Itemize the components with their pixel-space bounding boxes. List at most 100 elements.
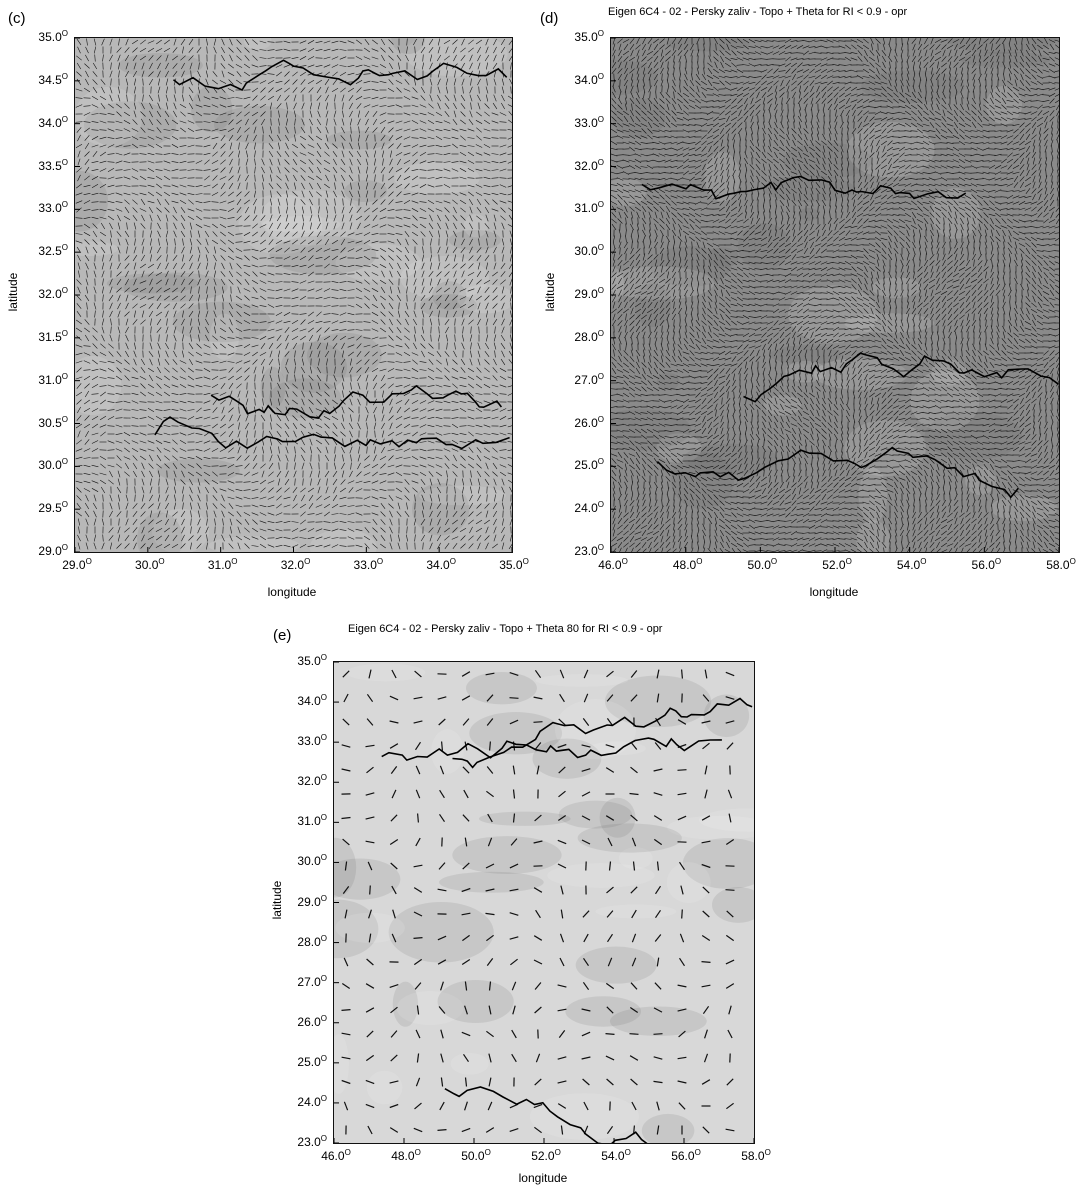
relief-shade (450, 1052, 489, 1075)
relief-shade (609, 1006, 707, 1036)
relief-shade (306, 332, 382, 378)
lat-tick-label: 32.0O (574, 157, 604, 173)
relief-shade (666, 862, 711, 904)
relief-shade (209, 313, 240, 360)
lat-tick-label: 26.0O (574, 414, 604, 430)
theta-stroke-field (611, 38, 1059, 552)
relief-shade (366, 1070, 403, 1105)
relief-shade (335, 912, 405, 943)
coastline (743, 352, 1059, 403)
relief-shade (268, 378, 342, 419)
lat-tick-label: 31.0O (297, 813, 327, 829)
relief-shade (611, 266, 715, 300)
relief-shade (847, 121, 935, 178)
lon-tick-label: 48.0O (672, 557, 703, 572)
relief-shade (75, 355, 122, 415)
relief-shade (856, 520, 890, 552)
lon-tick-label: 46.0O (598, 557, 628, 572)
lat-tick-label: 34.0O (574, 71, 604, 87)
relief-shade (798, 208, 820, 221)
relief-shade (106, 273, 199, 294)
relief-shade (208, 536, 301, 552)
relief-shade (858, 467, 888, 524)
lat-tick-label: 27.0O (297, 973, 327, 989)
relief-shade (431, 729, 464, 774)
panel-letter: (d) (540, 10, 559, 27)
lon-tick-label: 56.0O (671, 1148, 701, 1163)
lat-tick-label: 30.5O (38, 414, 68, 430)
relief-shade (703, 694, 750, 738)
relief-shade (611, 409, 692, 451)
relief-shade (213, 105, 305, 144)
relief-shade (844, 420, 926, 477)
relief-shade (391, 38, 426, 55)
relief-shade (75, 86, 143, 147)
lat-tick-label: 31.0O (574, 200, 604, 216)
coastline (641, 175, 967, 200)
lat-tick-label: 23.0O (574, 543, 604, 558)
relief-shade (667, 815, 754, 840)
relief-shade (990, 495, 1058, 522)
lon-tick-label: 56.0O (971, 557, 1002, 572)
lat-tick-label: 35.0O (38, 29, 68, 44)
relief-shade (641, 1113, 695, 1143)
relief-shade (650, 245, 731, 287)
relief-shade (782, 142, 872, 179)
relief-shade (959, 51, 1051, 68)
lat-tick-label: 26.0O (297, 1013, 327, 1029)
lat-tick-label: 24.0O (297, 1093, 327, 1109)
relief-shade (699, 808, 754, 832)
lon-tick-label: 54.0O (896, 557, 927, 572)
lat-tick-label: 30.0O (38, 457, 68, 473)
relief-shade (478, 811, 571, 826)
map-graphic (75, 38, 512, 552)
coastline (452, 697, 753, 769)
coastline (210, 384, 503, 419)
relief-shade (577, 823, 682, 853)
panel-letter: (c) (8, 10, 26, 27)
relief-shade (612, 98, 666, 138)
relief-shade (469, 712, 563, 755)
relief-shade (712, 886, 754, 923)
relief-shade (137, 512, 183, 552)
y-axis-label: latitude (543, 272, 557, 312)
lon-tick-label: 48.0O (391, 1148, 421, 1163)
lat-tick-label: 29.0O (574, 286, 604, 301)
map-area (333, 661, 755, 1144)
lat-tick-label: 33.0O (38, 200, 68, 216)
relief-shade (419, 293, 478, 318)
relief-shade (565, 996, 642, 1027)
relief-shade (671, 452, 735, 510)
lat-tick-label: 32.5O (38, 243, 68, 259)
lon-tick-label: 34.0O (426, 557, 456, 572)
relief-shade (439, 871, 544, 893)
relief-shade (392, 981, 419, 1027)
relief-shade (558, 800, 633, 829)
map-title: Eigen 6C4 - 02 - Persky zaliv - Topo + T… (608, 6, 908, 18)
lon-tick-label: 32.0O (280, 557, 311, 572)
relief-shade (156, 458, 240, 483)
coastline (173, 59, 508, 92)
panel-letter: (e) (273, 627, 292, 644)
lat-tick-label: 33.0O (297, 733, 327, 749)
relief-shade (75, 241, 119, 257)
relief-shade (190, 85, 233, 133)
lat-tick-label: 27.0O (574, 371, 604, 387)
relief-shade (334, 837, 357, 898)
relief-shade (334, 858, 401, 900)
lat-tick-label: 33.5O (38, 157, 68, 173)
lat-tick-label: 31.0O (38, 371, 68, 387)
lat-tick-label: 28.0O (574, 328, 604, 344)
theta-stroke-field (75, 38, 512, 550)
relief-shade (986, 86, 1023, 125)
lat-tick-label: 25.0O (574, 457, 604, 473)
lat-tick-label: 30.0O (574, 243, 604, 259)
relief-shade (396, 990, 464, 1026)
lat-tick-label: 35.0O (297, 653, 327, 668)
relief-shade (599, 797, 636, 838)
relief-shade (682, 443, 778, 475)
lon-tick-label: 52.0O (531, 1148, 561, 1163)
relief-shade (346, 663, 426, 682)
theta-stroke-field (341, 669, 735, 1135)
lat-tick-label: 29.5O (38, 500, 68, 516)
